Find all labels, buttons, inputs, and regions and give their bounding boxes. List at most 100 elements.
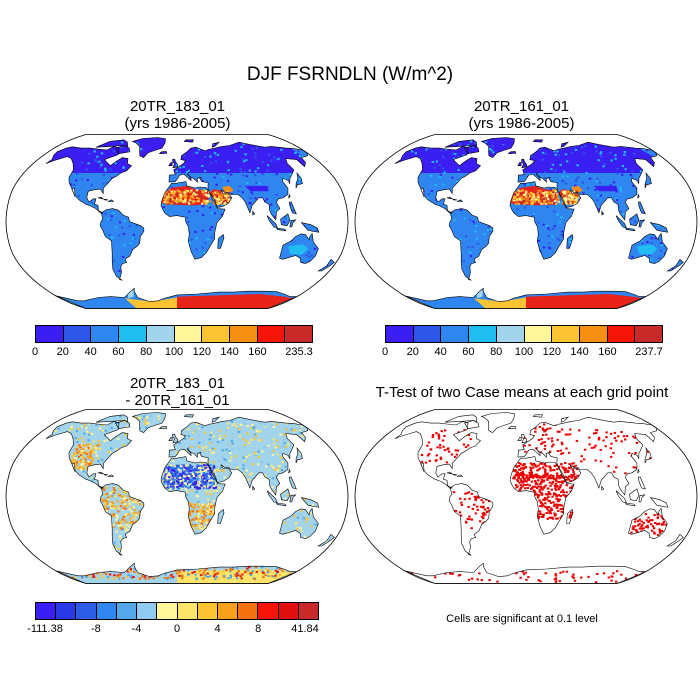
coastline-sulawesi bbox=[638, 494, 646, 503]
land-baffin-island bbox=[464, 420, 479, 429]
coastline-madagascar bbox=[217, 508, 225, 524]
land-sumatra bbox=[616, 215, 627, 228]
coastline-north-america bbox=[394, 421, 481, 489]
coastline-australia bbox=[279, 507, 319, 539]
coastline-svalbard bbox=[183, 139, 194, 143]
panel3-case-name: 20TR_183_01 bbox=[129, 375, 226, 392]
coastline-greenland bbox=[131, 137, 166, 158]
coastline-japan bbox=[644, 446, 652, 464]
colorbar-tick-label: 40 bbox=[84, 346, 97, 358]
coastline-borneo bbox=[280, 488, 291, 502]
colorbar-swatch bbox=[258, 603, 279, 619]
colorbar-tick-label: 120 bbox=[192, 346, 211, 358]
ocean-background bbox=[355, 134, 697, 309]
coastline-java bbox=[624, 227, 636, 232]
land-new-zealand bbox=[318, 259, 335, 271]
field-australia-center bbox=[288, 244, 309, 255]
colorbar-swatch bbox=[174, 326, 203, 342]
coastline-cuba bbox=[97, 471, 109, 476]
field-australia-center bbox=[637, 244, 658, 255]
field-antarctic-hot bbox=[177, 294, 294, 309]
coastline-africa bbox=[509, 181, 575, 260]
land-new-zealand bbox=[667, 534, 684, 546]
coastline-new-guinea bbox=[300, 222, 320, 233]
colorbar-swatch bbox=[607, 326, 636, 342]
coastline-svalbard bbox=[532, 139, 543, 143]
coastline-north-america bbox=[45, 146, 132, 214]
coastline-iceland bbox=[158, 151, 168, 155]
coastline-africa bbox=[160, 181, 226, 260]
colorbar-swatch bbox=[63, 326, 92, 342]
coastline-great-britain bbox=[521, 158, 528, 169]
coastline-greenland bbox=[131, 412, 166, 433]
colorbar-tick-label: -111.38 bbox=[27, 623, 63, 635]
land-canadian-archipelago bbox=[445, 414, 477, 423]
colorbar-tick-label: -4 bbox=[131, 623, 142, 635]
coastline-baffin-island bbox=[115, 420, 131, 430]
land-sulawesi bbox=[289, 219, 296, 227]
colorbar-swatch bbox=[469, 326, 497, 342]
coastline-antarctica bbox=[55, 287, 297, 309]
panel2-years: (yrs 1986-2005) bbox=[468, 115, 575, 132]
coastline-eurasia bbox=[168, 416, 309, 496]
land-cuba bbox=[447, 197, 457, 201]
coastline-novaya-zemlya bbox=[560, 141, 570, 148]
colorbar-swatch bbox=[238, 603, 259, 619]
land-new-guinea bbox=[301, 222, 319, 233]
panel2-title: 20TR_161_01 (yrs 1986-2005) bbox=[384, 98, 659, 132]
panel1-years: (yrs 1986-2005) bbox=[124, 115, 231, 132]
panel1-case-name: 20TR_183_01 bbox=[129, 98, 226, 115]
colorbar-tick-label: 140 bbox=[220, 346, 239, 358]
colorbar-tick-label: 40 bbox=[434, 346, 447, 358]
coastline-south-america bbox=[448, 483, 494, 556]
grid-cells bbox=[163, 464, 218, 490]
coastline-cuba bbox=[446, 471, 458, 476]
land-eurasia bbox=[518, 417, 657, 495]
coastline-java bbox=[624, 502, 636, 507]
colorbar-swatch bbox=[229, 326, 258, 342]
coastline-hispaniola bbox=[456, 474, 464, 477]
colorbar-tick-label: 120 bbox=[542, 346, 561, 358]
coastline-taiwan bbox=[288, 193, 291, 199]
colorbar-swatch bbox=[441, 326, 470, 342]
coastline-north-america bbox=[45, 421, 132, 489]
coastline-java bbox=[275, 227, 287, 232]
coastline-hispaniola bbox=[107, 474, 115, 477]
land-novaya-zemlya bbox=[212, 417, 220, 423]
field-himalaya-cold bbox=[244, 185, 269, 192]
colorbar-swatch bbox=[36, 603, 57, 619]
coastline-canadian-archipelago bbox=[444, 139, 478, 148]
coastline-antarctica bbox=[404, 562, 646, 584]
field-antarctic-warm bbox=[125, 297, 177, 309]
significance-footnote: Cells are significant at 0.1 level bbox=[446, 613, 598, 625]
coastline-borneo bbox=[280, 213, 291, 227]
coastline-novaya-zemlya bbox=[211, 141, 221, 148]
colorbar-swatch bbox=[524, 326, 553, 342]
coastline-hispaniola bbox=[456, 199, 464, 202]
colorbar-tick-label: 80 bbox=[140, 346, 153, 358]
ocean-background bbox=[6, 134, 348, 309]
land-novaya-zemlya bbox=[561, 417, 569, 423]
coastline-eurasia bbox=[517, 141, 658, 221]
colorbar-tick-label: 100 bbox=[514, 346, 534, 358]
colorbar-swatch bbox=[119, 326, 147, 342]
coastline-java bbox=[275, 502, 287, 507]
coastline-novaya-zemlya bbox=[560, 416, 570, 423]
coastline-madagascar bbox=[566, 508, 574, 524]
colorbar-swatch bbox=[36, 326, 64, 342]
colorbar-tick-label: 8 bbox=[255, 623, 262, 635]
colorbar-swatch bbox=[413, 326, 442, 342]
coastline-baffin-island bbox=[115, 145, 131, 155]
colorbar-tick-label: 4 bbox=[214, 623, 221, 635]
coastline-canadian-archipelago bbox=[444, 414, 478, 423]
colorbar-tick-label: 20 bbox=[406, 346, 419, 358]
coastline-baffin-island bbox=[464, 145, 480, 155]
colorbar-swatch bbox=[579, 326, 608, 342]
map-panel-3-difference bbox=[5, 409, 349, 584]
land-new-zealand bbox=[667, 259, 684, 271]
coastline-australia bbox=[279, 232, 319, 264]
colorbar-tick-label: 20 bbox=[56, 346, 69, 358]
land-java bbox=[625, 503, 635, 506]
colorbar-swatch bbox=[552, 326, 580, 342]
coastline-north-america bbox=[394, 146, 481, 214]
